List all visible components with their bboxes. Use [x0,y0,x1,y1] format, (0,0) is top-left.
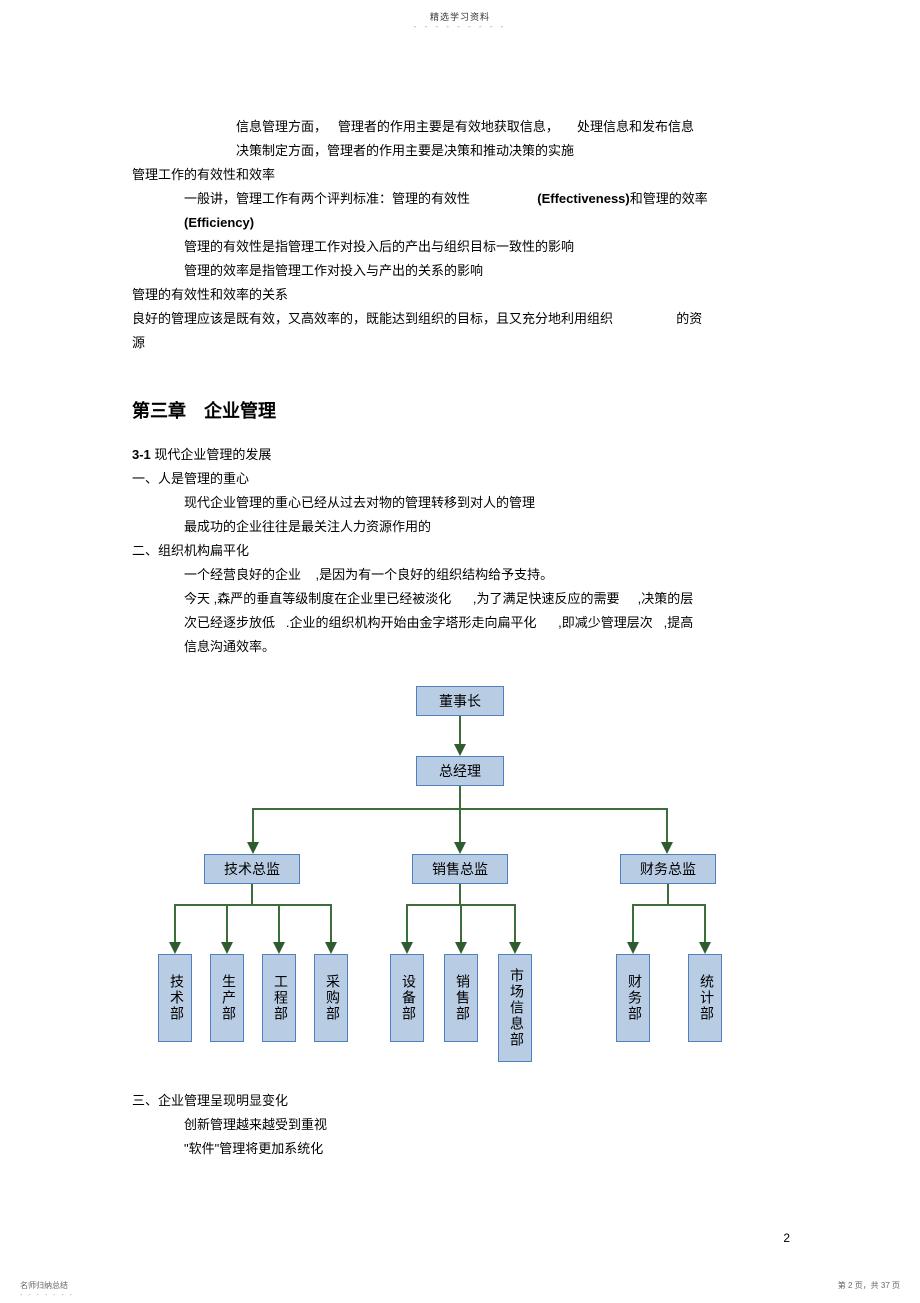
edge [514,904,516,944]
arrow-down-icon [454,842,466,854]
node-mkt-dept: 市场信息部 [498,954,532,1062]
page-number: 2 [783,1231,790,1245]
node-eng-dept: 工程部 [262,954,296,1042]
edge [459,808,461,844]
arrow-down-icon [169,942,181,954]
text: ,即减少管理层次 [558,615,653,630]
node-prod-dept: 生产部 [210,954,244,1042]
text: 一个经营良好的企业 [184,567,301,582]
node-fin-dept: 财务部 [616,954,650,1042]
edge [666,808,668,844]
heading-effectiveness: 管理工作的有效性和效率 [132,163,792,187]
node-gm: 总经理 [416,756,504,786]
node-chairman: 董事长 [416,686,504,716]
text: ,提高 [664,615,694,630]
text: 信息管理方面， [236,119,327,134]
text: ,决策的层 [638,591,694,606]
arrow-down-icon [247,842,259,854]
para-eval-2: (Efficiency) [132,211,792,235]
section-number: 3-1 [132,447,151,462]
edge [226,904,228,944]
edge [174,904,176,944]
edge [460,904,462,944]
edge [632,904,706,906]
arrow-down-icon [273,942,285,954]
arrow-down-icon [455,942,467,954]
node-tech-dept: 技术部 [158,954,192,1042]
sub-heading-2: 二、组织机构扁平化 [132,539,792,563]
para-info-mgmt-1: 信息管理方面， 管理者的作用主要是有效地获取信息， 处理信息和发布信息 [132,115,792,139]
arrow-down-icon [325,942,337,954]
text: 处理信息和发布信息 [577,119,694,134]
edge [632,904,634,944]
sub1-p1: 现代企业管理的重心已经从过去对物的管理转移到对人的管理 [132,491,792,515]
edge [252,808,254,844]
node-tech-director: 技术总监 [204,854,300,884]
text: 今天 ,森严的垂直等级制度在企业里已经被淡化 [184,591,451,606]
chapter-title: 第三章 企业管理 [132,395,792,428]
sub1-p2: 最成功的企业往往是最关注人力资源作用的 [132,515,792,539]
footer-right: 第 2 页，共 37 页 [838,1280,900,1291]
text: 的资 [676,311,702,326]
text: .企业的组织机构开始由金字塔形走向扁平化 [286,615,537,630]
text: 良好的管理应该是既有效，又高效率的，既能达到组织的目标，且又充分地利用组织 [132,311,613,326]
text: ,是因为有一个良好的组织结构给予支持。 [315,567,553,582]
text: ,为了满足快速反应的需要 [473,591,620,606]
arrow-down-icon [661,842,673,854]
heading-relation: 管理的有效性和效率的关系 [132,283,792,307]
arrow-down-icon [627,942,639,954]
para-relation-1: 良好的管理应该是既有效，又高效率的，既能达到组织的目标，且又充分地利用组织 的资 [132,307,792,331]
arrow-down-icon [509,942,521,954]
para-relation-2: 源 [132,331,792,355]
org-chart: 董事长 总经理 技术总监 销售总监 财务总监 技术部 生产部 工程部 采购部 设… [160,686,760,1106]
arrow-down-icon [401,942,413,954]
edge [251,884,253,904]
node-sales-dept: 销售部 [444,954,478,1042]
node-purch-dept: 采购部 [314,954,348,1042]
sub2-p2: 今天 ,森严的垂直等级制度在企业里已经被淡化 ,为了满足快速反应的需要 ,决策的… [132,587,792,611]
sub2-p4: 信息沟通效率。 [132,635,792,659]
para-eval-3: 管理的有效性是指管理工作对投入后的产出与组织目标一致性的影响 [132,235,792,259]
edge [459,716,461,746]
node-design-dept: 设备部 [390,954,424,1042]
edge [459,884,461,904]
sub2-p3: 次已经逐步放低 .企业的组织机构开始由金字塔形走向扁平化 ,即减少管理层次 ,提… [132,611,792,635]
edge [174,904,332,906]
edge [667,884,669,904]
section-title: 现代企业管理的发展 [154,447,271,462]
text: 和管理的效率 [630,191,708,206]
node-sales-director: 销售总监 [412,854,508,884]
para-info-mgmt-2: 决策制定方面，管理者的作用主要是决策和推动决策的实施 [132,139,792,163]
arrow-down-icon [221,942,233,954]
section-3-1: 3-1 现代企业管理的发展 [132,443,792,467]
edge [278,904,280,944]
edge [459,786,461,808]
sub-heading-1: 一、人是管理的重心 [132,467,792,491]
sub3-p1: 创新管理越来越受到重视 [132,1113,792,1137]
node-finance-director: 财务总监 [620,854,716,884]
footer-left-dots: - - - - - - - [20,1292,74,1299]
sub3-p2: "软件"管理将更加系统化 [132,1137,792,1161]
edge [704,904,706,944]
sub2-p1: 一个经营良好的企业 ,是因为有一个良好的组织结构给予支持。 [132,563,792,587]
para-eval-4: 管理的效率是指管理工作对投入与产出的关系的影响 [132,259,792,283]
arrow-down-icon [699,942,711,954]
node-stat-dept: 统计部 [688,954,722,1042]
text: 一般讲，管理工作有两个评判标准：管理的有效性 [184,191,470,206]
edge [330,904,332,944]
edge [406,904,408,944]
text: 管理者的作用主要是有效地获取信息， [338,119,559,134]
footer-left: 名师归纳总结 [20,1280,68,1291]
page-header-dots: - - - - - - - - - [414,22,507,31]
text: 次已经逐步放低 [184,615,275,630]
text-effectiveness: (Effectiveness) [537,191,629,206]
para-eval-1: 一般讲，管理工作有两个评判标准：管理的有效性 (Effectiveness)和管… [132,187,792,211]
arrow-down-icon [454,744,466,756]
